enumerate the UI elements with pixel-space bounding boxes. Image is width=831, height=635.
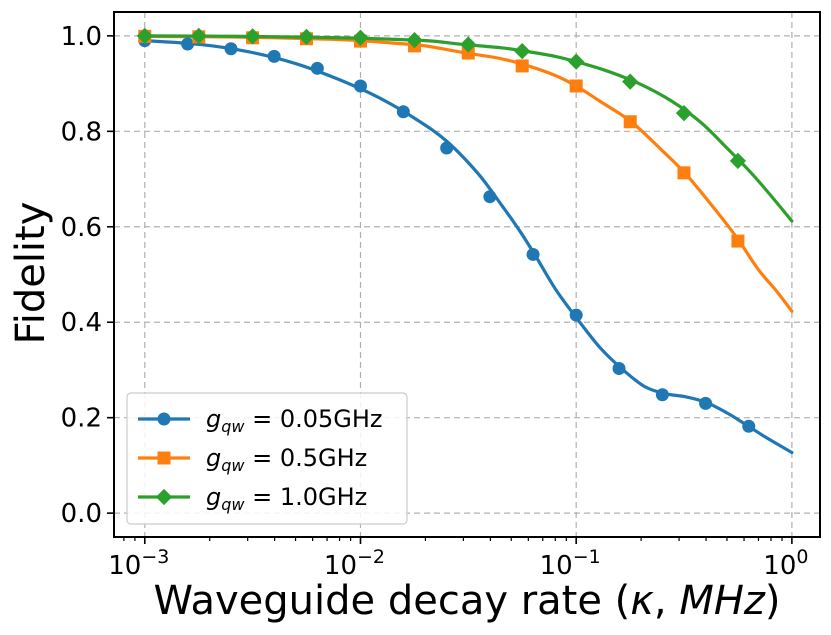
- data-point-series-1: [569, 79, 583, 93]
- x-tick-label: 10−1: [540, 546, 601, 581]
- data-point-series-1: [677, 166, 691, 180]
- data-point-series-2: [406, 32, 423, 49]
- legend: gqw = 0.05GHz gqw = 0.5GHz gqw = 1.0GHz: [126, 392, 408, 525]
- data-point-series-2: [514, 43, 531, 60]
- y-tick-label: 0.2: [61, 404, 102, 434]
- data-point-series-0: [440, 141, 454, 155]
- y-tick-label: 1.0: [61, 22, 102, 52]
- data-point-series-1: [623, 115, 637, 129]
- y-axis-label: Fidelity: [8, 202, 54, 345]
- x-axis-label: Waveguide decay rate (κ, MHz): [153, 578, 780, 624]
- data-point-series-2: [244, 28, 261, 45]
- y-tick-label: 0.8: [61, 117, 102, 147]
- data-point-series-0: [483, 190, 497, 204]
- data-point-series-2: [190, 27, 207, 44]
- data-point-series-2: [568, 53, 585, 70]
- data-point-series-0: [224, 42, 238, 56]
- data-point-series-2: [136, 27, 153, 44]
- y-tick-label: 0.0: [61, 499, 102, 529]
- data-point-series-2: [729, 152, 747, 170]
- data-point-series-0: [181, 37, 195, 51]
- data-point-series-0: [655, 388, 669, 402]
- x-tick-label: 10−3: [108, 546, 169, 581]
- series-line-2: [143, 34, 794, 223]
- x-tick-label: 100: [763, 546, 808, 581]
- x-tick-label: 10−2: [324, 546, 385, 581]
- y-tick-label: 0.4: [61, 308, 102, 338]
- legend-marker-2: [155, 488, 173, 506]
- data-point-series-0: [699, 396, 713, 410]
- series-markers: [136, 27, 756, 433]
- data-point-series-0: [569, 308, 583, 322]
- data-point-series-0: [267, 49, 281, 63]
- legend-marker-0: [157, 412, 171, 426]
- data-point-series-2: [622, 73, 639, 90]
- data-point-series-0: [310, 61, 324, 75]
- legend-box: [126, 392, 408, 525]
- data-point-series-0: [396, 105, 410, 119]
- data-point-series-0: [353, 79, 367, 93]
- legend-marker-1: [157, 451, 171, 465]
- data-point-series-2: [675, 105, 693, 122]
- series-line-1: [143, 34, 794, 313]
- data-point-series-2: [298, 28, 315, 45]
- data-point-series-2: [352, 29, 369, 46]
- legend-label-2: gqw = 1.0GHz: [206, 483, 367, 514]
- axis-ticks: 0.0 0.2 0.4 0.6 0.8 1.0 10−3 10−2 10−1 100: [61, 22, 809, 581]
- data-point-series-0: [612, 362, 626, 376]
- data-point-series-2: [460, 36, 477, 53]
- legend-label-0: gqw = 0.05GHz: [206, 405, 383, 436]
- data-point-series-0: [742, 419, 756, 433]
- y-tick-label: 0.6: [61, 213, 102, 243]
- legend-label-1: gqw = 0.5GHz: [206, 444, 367, 475]
- data-point-series-1: [731, 234, 745, 248]
- data-point-series-1: [515, 59, 529, 73]
- plot-frame: [113, 11, 821, 538]
- data-point-series-1: [461, 46, 475, 60]
- grid: [114, 12, 820, 537]
- data-point-series-0: [526, 247, 540, 261]
